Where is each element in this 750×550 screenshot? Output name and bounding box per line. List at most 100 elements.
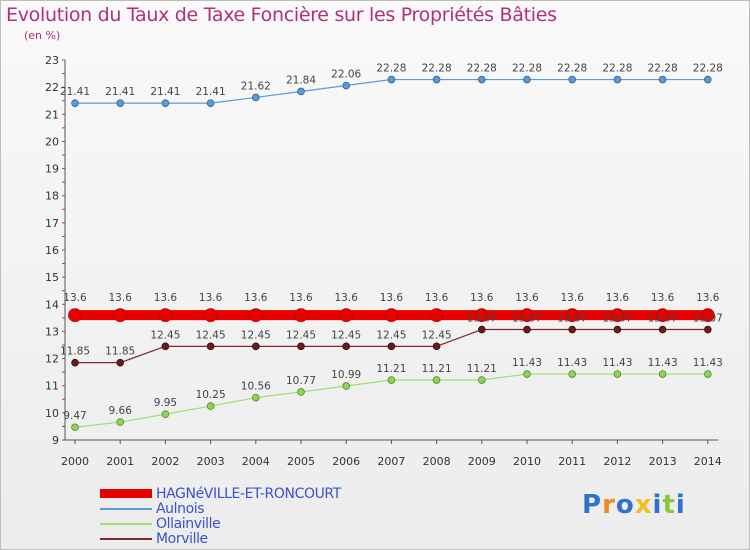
data-point	[203, 308, 218, 323]
data-label: 11.21	[376, 363, 406, 375]
data-point	[206, 402, 215, 410]
legend-swatch	[100, 507, 152, 510]
logo-letter: r	[602, 490, 616, 520]
data-label: 13.6	[109, 292, 133, 304]
data-label: 10.25	[196, 389, 226, 401]
data-label: 11.43	[602, 357, 632, 369]
x-tick-label: 2010	[513, 455, 541, 468]
data-point	[700, 308, 715, 323]
data-label: 13.07	[557, 313, 587, 325]
series-lines	[74, 78, 708, 428]
chart-title: Evolution du Taux de Taxe Foncière sur l…	[6, 4, 557, 26]
data-label: 22.28	[557, 63, 587, 75]
data-label: 13.07	[467, 313, 497, 325]
data-label: 13.6	[515, 292, 539, 304]
y-tick-label: 16	[45, 244, 59, 257]
legend-label: Aulnois	[156, 500, 205, 517]
data-label: 13.6	[561, 292, 585, 304]
data-point	[252, 342, 260, 351]
series-points	[68, 75, 715, 432]
logo-letter: i	[652, 490, 663, 520]
data-point	[161, 342, 170, 351]
x-tick-label: 2005	[287, 455, 315, 468]
data-label: 22.28	[693, 63, 723, 75]
legend-swatch	[100, 489, 152, 498]
data-point	[206, 342, 215, 351]
data-label: 11.85	[60, 346, 90, 358]
data-point	[384, 308, 399, 323]
data-point	[339, 308, 354, 323]
data-point	[565, 308, 580, 323]
legend-label: Ollainville	[156, 515, 221, 532]
data-label: 22.28	[376, 63, 406, 75]
data-label: 22.28	[512, 63, 542, 75]
data-point	[161, 410, 170, 419]
x-tick-label: 2006	[332, 455, 360, 468]
y-tick-label: 13	[45, 325, 59, 338]
data-label: 13.6	[154, 292, 178, 304]
data-point	[432, 75, 441, 84]
data-label: 22.06	[331, 69, 361, 81]
data-label: 13.6	[380, 292, 404, 304]
data-label: 12.45	[196, 329, 226, 341]
data-point	[71, 358, 79, 367]
x-tick-label: 2012	[603, 455, 631, 468]
data-point	[113, 308, 128, 323]
data-point	[474, 308, 489, 323]
data-point	[477, 75, 486, 84]
data-point	[297, 87, 305, 96]
data-label: 13.6	[244, 292, 268, 304]
data-label: 22.28	[467, 63, 497, 75]
data-point	[523, 75, 531, 84]
data-point	[568, 325, 576, 334]
data-label: 10.77	[286, 375, 316, 387]
x-tick-label: 2009	[468, 455, 496, 468]
logo-letter: x	[634, 490, 653, 520]
data-label: 13.6	[651, 292, 675, 304]
data-point	[655, 308, 670, 323]
data-label: 11.43	[693, 357, 723, 369]
data-label: 22.28	[602, 63, 632, 75]
logo-letter: o	[615, 490, 635, 520]
data-label: 13.6	[289, 292, 313, 304]
data-label: 11.43	[648, 357, 678, 369]
data-label: 12.45	[241, 329, 271, 341]
data-point	[116, 358, 124, 367]
data-point	[568, 75, 576, 84]
axes: 9 10 11 12 13 14 15 16 17 18 19 20 21 22 23 2000 2001 200…	[45, 54, 722, 468]
y-tick-label: 23	[45, 54, 59, 67]
legend-item: HAGNéVILLE-ET-RONCOURT	[100, 486, 341, 502]
data-point	[342, 342, 351, 351]
data-point	[387, 75, 396, 84]
data-label: 13.07	[512, 313, 542, 325]
x-tick-label: 2014	[694, 455, 722, 468]
unit-label: (en %)	[24, 29, 61, 42]
y-tick-label: 19	[45, 163, 59, 176]
data-label: 9.95	[154, 397, 177, 409]
data-label: 12.45	[286, 329, 316, 341]
data-label: 21.62	[241, 80, 271, 92]
data-point	[613, 75, 622, 84]
data-point	[477, 376, 486, 384]
data-label: 21.41	[105, 86, 135, 98]
x-tick-label: 2008	[423, 455, 451, 468]
data-label: 11.21	[467, 363, 497, 375]
data-point	[523, 325, 531, 334]
data-label: 13.07	[693, 313, 723, 325]
data-point	[613, 325, 622, 334]
data-label: 21.41	[60, 86, 90, 98]
data-label: 11.85	[105, 346, 135, 358]
data-point	[252, 393, 260, 402]
data-point	[252, 93, 260, 102]
data-label: 21.41	[196, 86, 226, 98]
data-label: 13.6	[63, 292, 87, 304]
data-label: 11.21	[422, 363, 452, 375]
data-point	[387, 342, 396, 351]
y-tick-label: 10	[45, 407, 59, 420]
data-label: 13.6	[199, 292, 223, 304]
data-point	[658, 325, 667, 334]
data-label: 13.6	[335, 292, 359, 304]
data-point	[158, 308, 173, 323]
